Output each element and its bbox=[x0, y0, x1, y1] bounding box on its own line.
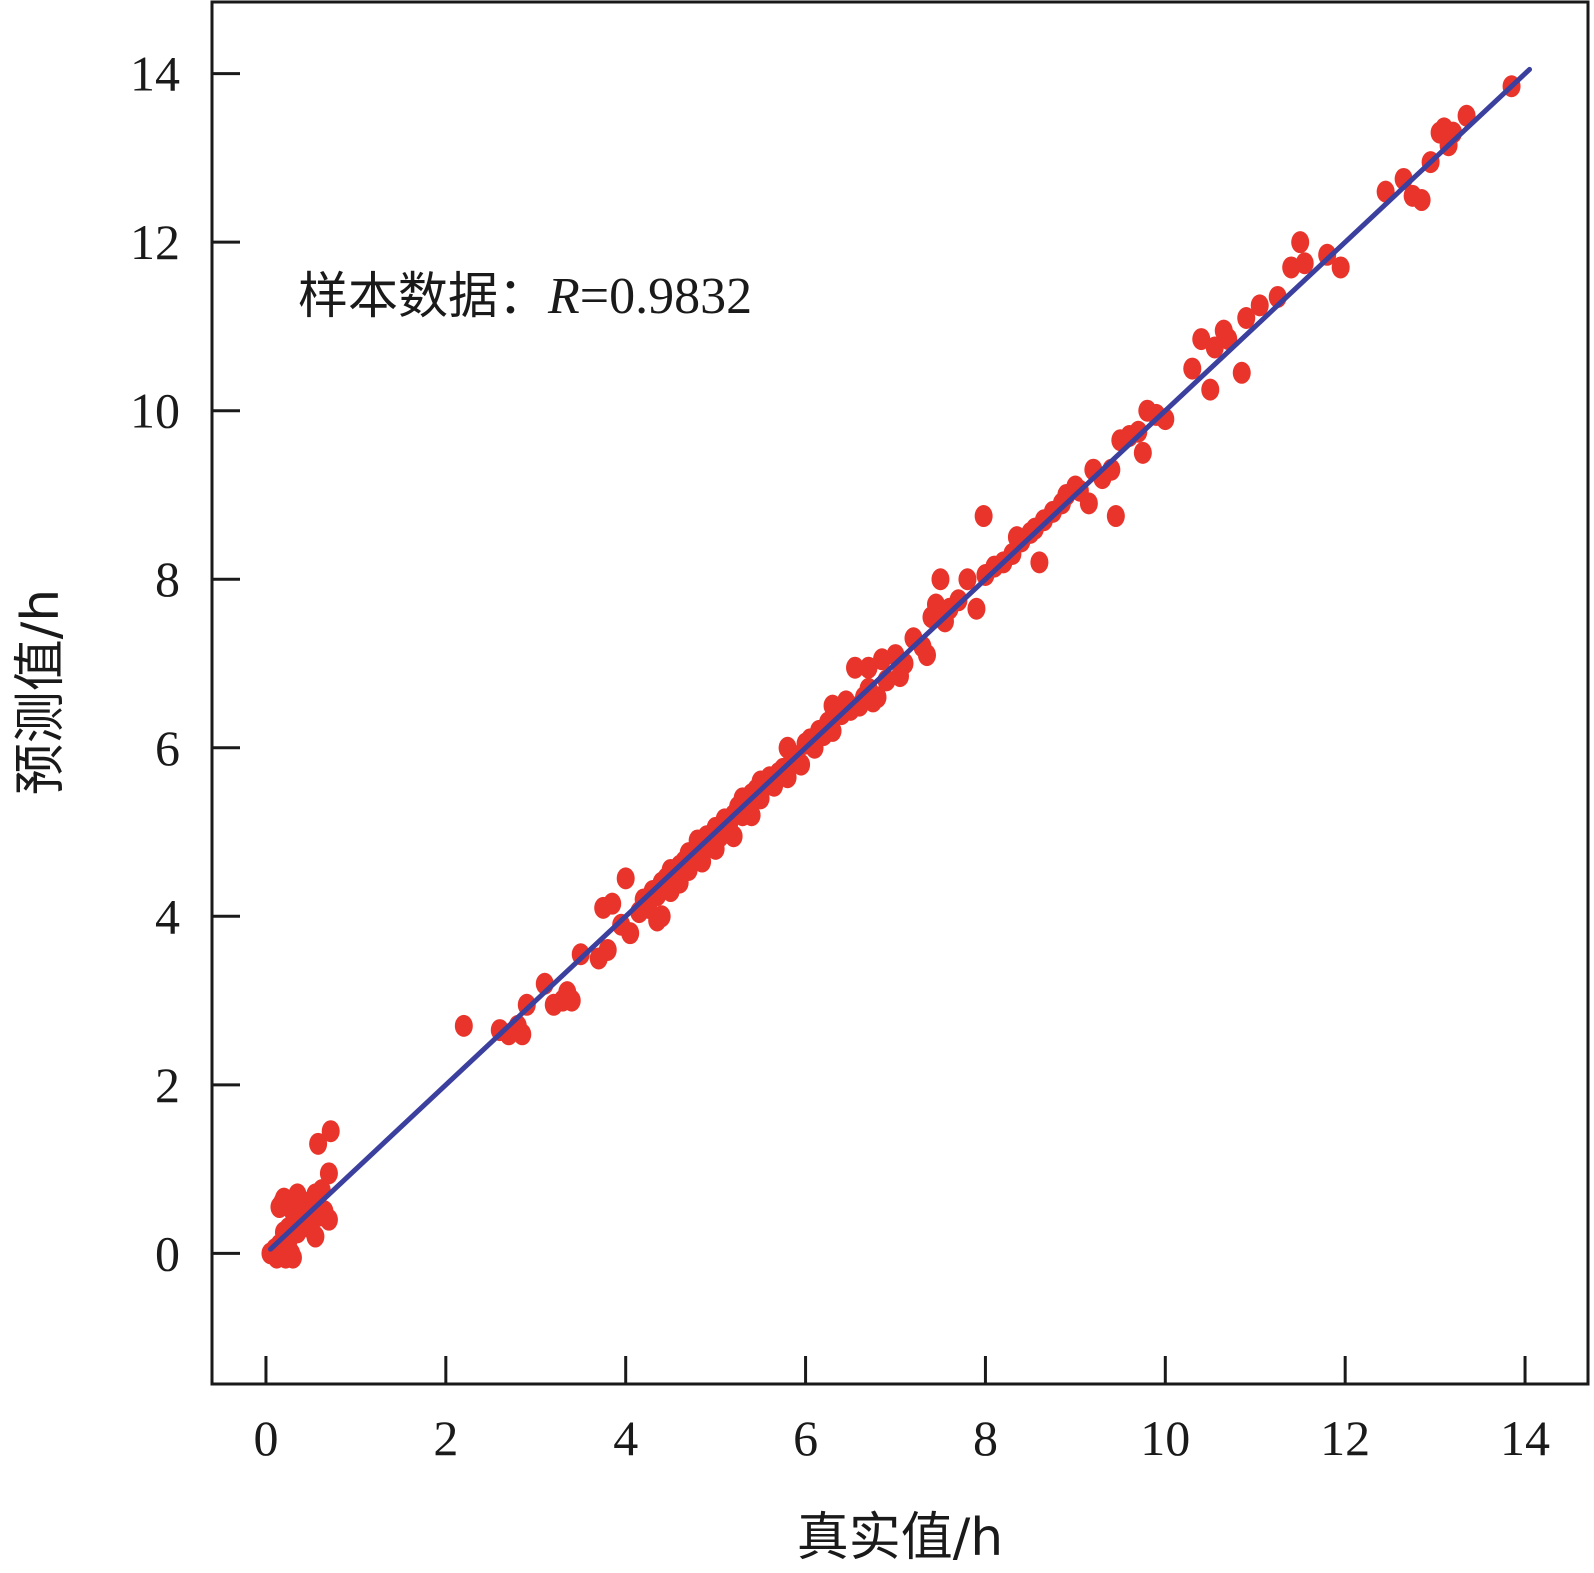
data-point bbox=[931, 568, 950, 591]
data-point bbox=[652, 905, 671, 928]
data-point bbox=[868, 686, 887, 709]
x-tick-label: 6 bbox=[793, 1410, 818, 1466]
data-point bbox=[1183, 357, 1202, 380]
x-tick-label: 4 bbox=[613, 1410, 638, 1466]
y-tick-label: 2 bbox=[155, 1057, 180, 1113]
data-point bbox=[958, 568, 977, 591]
y-tick-label: 6 bbox=[155, 720, 180, 776]
data-point bbox=[917, 644, 936, 667]
data-point bbox=[846, 656, 865, 679]
x-tick-label: 10 bbox=[1140, 1410, 1190, 1466]
data-point bbox=[306, 1225, 325, 1248]
y-axis: 0 2 4 6 8 10 12 14 bbox=[130, 46, 240, 1281]
data-point bbox=[1282, 256, 1301, 279]
y-tick-label: 14 bbox=[130, 46, 180, 102]
data-point bbox=[454, 1014, 473, 1037]
data-point bbox=[300, 1196, 319, 1219]
y-axis-title: 预测值/h bbox=[11, 589, 71, 795]
plot-frame bbox=[210, 0, 1590, 1386]
y-tick-label: 12 bbox=[130, 214, 180, 270]
data-point bbox=[1079, 492, 1098, 515]
data-point bbox=[1030, 551, 1049, 574]
annotation-prefix: 样本数据： bbox=[298, 267, 548, 325]
data-point bbox=[724, 825, 743, 848]
data-point bbox=[321, 1120, 340, 1143]
data-point bbox=[1412, 189, 1431, 212]
data-point bbox=[967, 597, 986, 620]
data-point bbox=[598, 939, 617, 962]
data-point bbox=[1205, 336, 1224, 359]
x-axis-title: 真实值/h bbox=[797, 1508, 1003, 1568]
data-point bbox=[1201, 378, 1220, 401]
data-point bbox=[603, 892, 622, 915]
annotation: 样本数据：R=0.9832 bbox=[298, 267, 752, 325]
x-tick-label: 8 bbox=[973, 1410, 998, 1466]
data-point bbox=[1237, 307, 1256, 330]
x-tick-label: 0 bbox=[253, 1410, 278, 1466]
x-axis: 0 2 4 6 8 10 12 14 bbox=[253, 1356, 1550, 1466]
data-point bbox=[926, 593, 945, 616]
data-point bbox=[616, 867, 635, 890]
data-point bbox=[1291, 231, 1310, 254]
annotation-symbol: R bbox=[547, 268, 580, 325]
data-point bbox=[1106, 505, 1125, 528]
data-point bbox=[1331, 256, 1350, 279]
x-tick-label: 12 bbox=[1320, 1410, 1370, 1466]
y-tick-label: 10 bbox=[130, 383, 180, 439]
data-point bbox=[309, 1132, 328, 1155]
data-point bbox=[1295, 252, 1314, 275]
x-tick-label: 2 bbox=[433, 1410, 458, 1466]
data-point bbox=[1232, 361, 1251, 384]
fit-line bbox=[267, 66, 1533, 1252]
y-tick-label: 4 bbox=[155, 888, 180, 944]
data-point bbox=[1133, 441, 1152, 464]
data-point bbox=[693, 850, 712, 873]
data-point bbox=[319, 1162, 338, 1185]
data-point bbox=[562, 989, 581, 1012]
data-point bbox=[1192, 328, 1211, 351]
data-point bbox=[742, 804, 761, 827]
data-point bbox=[859, 656, 878, 679]
data-point bbox=[319, 1208, 338, 1231]
data-point bbox=[873, 648, 892, 671]
data-point bbox=[621, 922, 640, 945]
annotation-value: 0.9832 bbox=[609, 268, 752, 325]
data-point bbox=[1250, 294, 1269, 317]
data-point bbox=[513, 1023, 532, 1046]
y-tick-label: 8 bbox=[155, 551, 180, 607]
data-point bbox=[778, 736, 797, 759]
annotation-equals: = bbox=[580, 268, 609, 325]
x-tick-label: 14 bbox=[1500, 1410, 1550, 1466]
y-tick-label: 0 bbox=[155, 1225, 180, 1281]
data-point bbox=[974, 505, 993, 528]
data-point bbox=[283, 1246, 302, 1269]
